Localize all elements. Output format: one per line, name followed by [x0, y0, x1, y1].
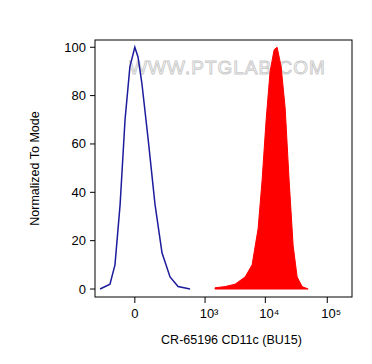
y-tick	[90, 289, 95, 290]
x-tick-label: 10³	[200, 306, 219, 321]
y-tick-label: 60	[72, 136, 86, 151]
x-axis-label: CR-65196 CD11c (BU15)	[161, 333, 302, 347]
y-tick-label: 20	[72, 233, 86, 248]
y-tick-label: 40	[72, 185, 86, 200]
plot-frame	[95, 40, 352, 297]
y-axis-label: Normalized To Mode	[28, 111, 42, 225]
y-tick-label: 80	[72, 88, 86, 103]
histogram-area	[215, 47, 308, 289]
y-tick	[90, 47, 95, 48]
y-tick	[90, 192, 95, 193]
x-tick-label: 0	[131, 306, 138, 321]
histogram-line	[100, 47, 190, 289]
chart: WWW.PTGLAB.COM 0 20 40 60 80 100 0 10³ 10⁴ 10⁵ CR-6…	[0, 0, 372, 364]
x-tick	[265, 297, 266, 303]
x-tick	[134, 297, 135, 303]
x-tick-label: 10⁴	[259, 306, 279, 321]
y-tick	[90, 240, 95, 241]
y-tick-label: 0	[79, 282, 86, 297]
y-tick-label: 100	[64, 40, 86, 55]
y-tick	[90, 95, 95, 96]
x-tick-label: 10⁵	[321, 306, 341, 321]
x-tick	[327, 297, 328, 303]
y-tick	[90, 143, 95, 144]
plot-area	[100, 47, 308, 289]
watermark: WWW.PTGLAB.COM	[129, 57, 326, 78]
x-tick	[205, 297, 206, 303]
